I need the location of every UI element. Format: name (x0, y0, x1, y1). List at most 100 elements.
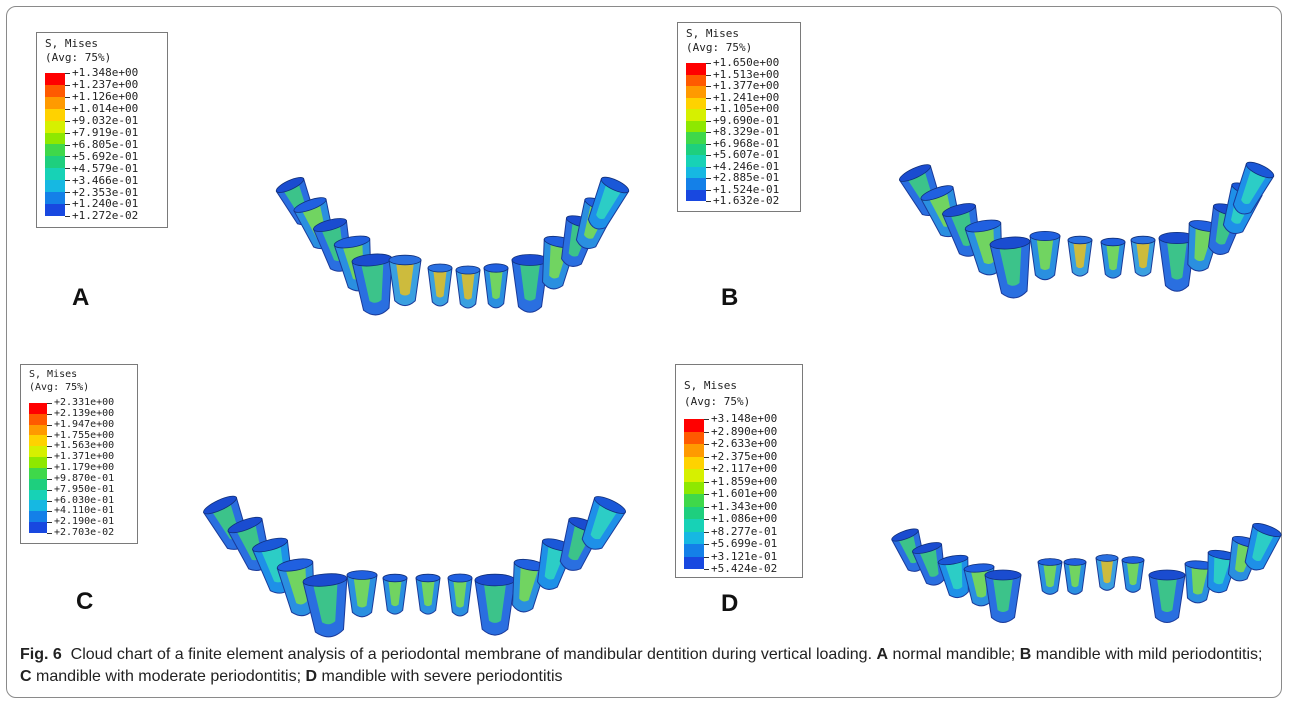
legend-value: +9.032e-01 (72, 114, 139, 128)
color-scale-segment (684, 431, 704, 444)
caption-desc-c: mandible with moderate periodontitis; (36, 668, 302, 685)
legend-value: +6.030e-01 (54, 494, 115, 506)
color-scale-segment (686, 63, 706, 75)
stress-legend-c: S, Mises (Avg: 75%) +2.331e+00 +2.139e+00… (20, 364, 138, 544)
color-scale-segment (29, 511, 47, 523)
tooth-membrane (1100, 237, 1126, 279)
tooth-membrane (382, 573, 408, 615)
tooth-membrane (1121, 556, 1145, 593)
legend-value: +1.105e+00 (713, 102, 780, 116)
legend-tick (704, 419, 709, 420)
legend-tick (47, 468, 52, 469)
legend-subtitle: (Avg: 75%) (684, 395, 751, 408)
legend-tick (47, 533, 52, 534)
legend-value: +4.246e-01 (713, 159, 780, 173)
legend-tick (706, 201, 711, 202)
legend-tick (47, 413, 52, 415)
color-scale-segment (29, 478, 47, 490)
color-scale-segment (45, 84, 65, 97)
color-scale-bar (45, 73, 65, 216)
legend-tick (706, 120, 711, 122)
caption-letter-d: D (305, 668, 318, 685)
color-scale-segment (29, 424, 47, 436)
legend-value: +1.632e-02 (713, 194, 780, 208)
legend-tick (65, 144, 70, 146)
panel-label-d: D (721, 590, 739, 617)
legend-value: +2.117e+00 (711, 462, 778, 476)
color-scale-segment (684, 556, 704, 569)
dentition-model-b (898, 161, 1275, 299)
tooth-membrane (1063, 558, 1087, 595)
legend-value: +1.126e+00 (72, 90, 139, 104)
legend-tick (706, 166, 711, 168)
tooth-membrane (427, 263, 453, 307)
legend-tick (704, 469, 709, 470)
color-scale-segment (45, 156, 65, 169)
color-scale-segment (684, 544, 704, 557)
tooth-membrane (1095, 554, 1119, 591)
panel-d: S, Mises (Avg: 75%) +3.148e+00 +2.890e+00… (645, 340, 1290, 640)
legend-subtitle: (Avg: 75%) (29, 382, 90, 393)
legend-tick (704, 494, 709, 495)
legend-tick (706, 97, 711, 99)
legend-value: +4.110e-01 (54, 505, 115, 517)
color-scale-segment (29, 457, 47, 468)
color-scale-segment (684, 519, 704, 532)
color-scale-bar (29, 403, 47, 533)
legend-value: +4.579e-01 (72, 161, 139, 175)
legend-value: +1.371e+00 (54, 451, 115, 463)
tooth-membrane (474, 573, 516, 636)
tooth-membrane (1148, 569, 1186, 623)
caption-desc-d: mandible with severe periodontitis (321, 668, 563, 685)
legend-tick (704, 544, 709, 545)
color-scale-segment (686, 97, 706, 109)
legend-tick (706, 189, 711, 191)
legend-tick (47, 446, 52, 448)
tooth-membrane (1130, 235, 1156, 277)
caption-text: Cloud chart of a finite element analysis… (70, 646, 873, 663)
legend-tick (704, 481, 709, 483)
legend-tick (65, 156, 70, 158)
tooth-membrane (415, 573, 441, 615)
legend-tick (47, 435, 52, 437)
legend-value: +7.919e-01 (72, 125, 139, 139)
color-scale-segment (29, 403, 47, 414)
color-scale-segment (45, 120, 65, 133)
legend-value: +1.343e+00 (711, 499, 778, 513)
tooth-membrane (302, 573, 348, 638)
legend-value: +2.190e-01 (54, 516, 115, 528)
legend-tick (706, 132, 711, 133)
panel-a: S, Mises (Avg: 75%) +1.348e+00 +1.237e+00… (0, 0, 645, 340)
color-scale-segment (45, 192, 65, 204)
legend-value: +5.692e-01 (72, 149, 139, 163)
legend-value: +2.375e+00 (711, 449, 778, 463)
legend-tick (47, 478, 52, 480)
legend-value: +3.466e-01 (72, 173, 139, 187)
color-scale-segment (684, 481, 704, 494)
legend-tick (706, 86, 711, 87)
color-scale-segment (29, 446, 47, 458)
legend-value: +1.859e+00 (711, 474, 778, 488)
legend-tick (65, 216, 70, 217)
color-scale-segment (684, 456, 704, 469)
color-scale-segment (684, 419, 704, 432)
color-scale-segment (45, 132, 65, 145)
legend-tick (47, 500, 52, 502)
tooth-membrane (483, 263, 509, 309)
legend-value: +6.968e-01 (713, 136, 780, 150)
legend-value: +5.424e-02 (711, 562, 778, 576)
legend-value: +1.348e+00 (72, 66, 139, 80)
legend-value: +2.703e-02 (54, 527, 115, 538)
legend-tick (704, 456, 709, 458)
color-scale-segment (29, 467, 47, 479)
legend-value: +3.121e-01 (711, 549, 778, 563)
legend-tick (706, 109, 711, 110)
tooth-membrane (989, 236, 1031, 299)
color-scale-segment (686, 143, 706, 155)
legend-value: +2.353e-01 (72, 185, 139, 199)
legend-value: +8.329e-01 (713, 125, 780, 139)
panel-c: S, Mises (Avg: 75%) +2.331e+00 +2.139e+00… (0, 340, 645, 640)
legend-title: S, Mises (45, 37, 98, 50)
legend-tick (704, 431, 709, 433)
caption-desc-a: normal mandible; (892, 646, 1016, 663)
